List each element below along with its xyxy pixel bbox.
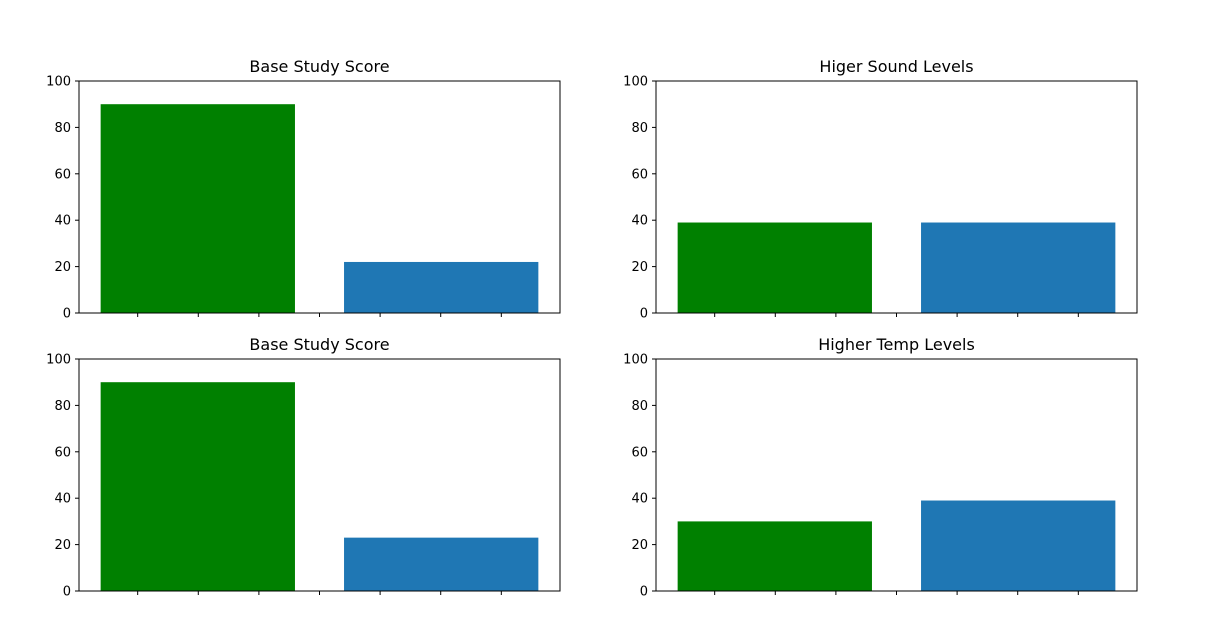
bar-2 (921, 500, 1116, 591)
subplot-title: Higer Sound Levels (819, 57, 973, 76)
y-tick-label: 100 (623, 75, 648, 90)
bar-2 (344, 261, 539, 313)
y-tick-label: 40 (54, 214, 71, 229)
y-tick-label: 20 (631, 538, 648, 553)
bar-1 (677, 521, 872, 591)
bar-1 (100, 104, 295, 313)
subplot-title: Base Study Score (249, 335, 389, 354)
y-tick-label: 20 (631, 260, 648, 275)
y-tick-label: 20 (54, 260, 71, 275)
subplot-title: Higher Temp Levels (818, 335, 975, 354)
y-tick-label: 40 (54, 492, 71, 507)
y-tick-label: 100 (623, 353, 648, 368)
y-tick-label: 40 (631, 492, 648, 507)
y-tick-label: 40 (631, 214, 648, 229)
y-tick-label: 60 (631, 167, 648, 182)
bar-1 (677, 222, 872, 313)
subplot-3: 0 20 40 60 80 100 Base Study Score (46, 335, 561, 600)
y-tick-label: 60 (54, 445, 71, 460)
y-tick-label: 0 (640, 585, 648, 600)
bar-1 (100, 382, 295, 591)
y-tick-label: 0 (63, 307, 71, 322)
bar-2 (344, 537, 539, 591)
bar-2 (921, 222, 1116, 313)
y-tick-label: 80 (54, 399, 71, 414)
y-tick-label: 60 (54, 167, 71, 182)
y-tick-label: 80 (631, 121, 648, 136)
subplot-2: 0 20 40 60 80 100 Higer Sound Levels (623, 57, 1138, 322)
y-tick-label: 80 (54, 121, 71, 136)
subplot-title: Base Study Score (249, 57, 389, 76)
subplot-1: 0 20 40 60 80 100 Base Study Score (46, 57, 561, 322)
y-tick-label: 80 (631, 399, 648, 414)
y-tick-label: 100 (46, 353, 71, 368)
y-tick-label: 0 (640, 307, 648, 322)
y-tick-label: 0 (63, 585, 71, 600)
y-tick-label: 20 (54, 538, 71, 553)
subplot-4: 0 20 40 60 80 100 Higher Temp Levels (623, 335, 1138, 600)
y-tick-label: 60 (631, 445, 648, 460)
y-tick-label: 100 (46, 75, 71, 90)
